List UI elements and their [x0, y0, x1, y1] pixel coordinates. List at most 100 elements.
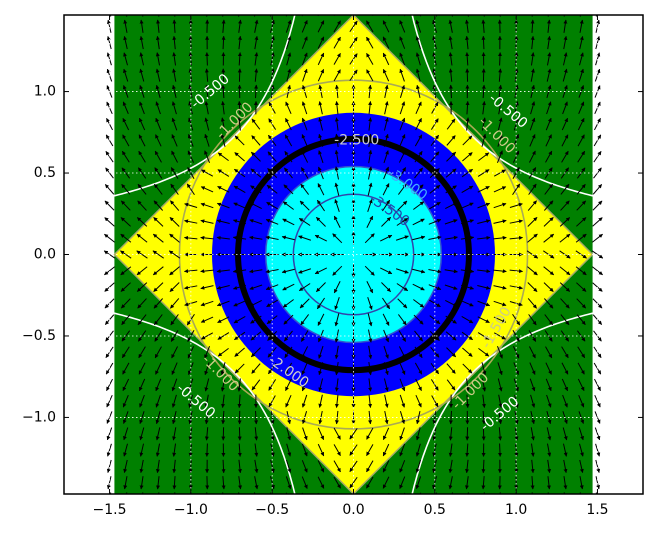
y-tick-label: −1.0 [22, 409, 56, 425]
quiver-arrow [530, 476, 535, 490]
y-tick-label: 0.0 [34, 247, 56, 263]
y-tick-label: 1.0 [34, 84, 56, 100]
quiver-arrow [155, 84, 161, 98]
quiver-arrow [318, 394, 323, 408]
quiver-arrow [481, 410, 486, 425]
x-tick-label: −1.5 [93, 502, 127, 518]
quiver-arrow [283, 314, 294, 325]
quiver-arrow [204, 410, 209, 425]
quiver-arrow [204, 427, 209, 441]
quiver-arrow [334, 199, 340, 212]
quiver-arrow [509, 202, 523, 208]
quiver-arrow [333, 15, 335, 16]
quiver-arrow [121, 167, 131, 179]
quiver-arrow [204, 378, 210, 392]
quiver-arrow [106, 459, 112, 473]
quiver-arrow [577, 346, 586, 359]
quiver-arrow [428, 235, 442, 240]
quiver-arrow [563, 19, 568, 33]
quiver-arrow [575, 233, 587, 243]
quiver-arrow [560, 314, 570, 326]
quiver-arrow [432, 459, 437, 474]
quiver-arrow [183, 269, 198, 274]
quiver-arrow [104, 184, 115, 195]
quiver-arrow [398, 150, 406, 163]
quiver-arrow [139, 85, 145, 98]
quiver-arrow [481, 35, 486, 50]
quiver-arrow [332, 233, 343, 244]
contour-line [109, 15, 296, 198]
quiver-arrow [559, 266, 571, 276]
quiver-arrow [171, 362, 178, 375]
quiver-arrow [249, 219, 263, 225]
quiver-arrow [155, 101, 161, 115]
quiver-arrow [106, 52, 112, 66]
quiver-arrow [562, 68, 568, 82]
quiver-arrow [334, 133, 339, 147]
quiver-arrow [432, 410, 437, 425]
quiver-arrow [595, 19, 601, 33]
quiver-arrow [136, 250, 148, 259]
quiver-arrow [399, 460, 406, 473]
quiver-arrow [368, 149, 373, 164]
quiver-arrow [138, 346, 146, 359]
quiver-arrow [233, 202, 246, 209]
quiver-arrow [465, 100, 470, 115]
quiver-arrow [399, 101, 406, 115]
quiver-arrow [398, 346, 406, 359]
quiver-arrow [254, 19, 259, 33]
quiver-arrow [221, 101, 226, 115]
quiver-arrow [201, 332, 214, 340]
quiver-arrow [170, 167, 179, 179]
quiver-arrow [233, 284, 247, 290]
quiver-arrow [251, 363, 261, 374]
quiver-arrow [561, 134, 569, 147]
quiver-arrow [578, 68, 584, 82]
quiver-arrow [171, 346, 178, 359]
quiver-arrow [529, 117, 536, 131]
quiver-arrow [105, 167, 114, 179]
quiver-arrow [282, 283, 295, 291]
quiver-arrow [270, 427, 275, 441]
quiver-arrow [316, 297, 325, 310]
quiver-arrow [301, 443, 308, 457]
quiver-arrow [281, 235, 295, 241]
quiver-arrow [286, 52, 292, 66]
quiver-arrow [448, 410, 453, 425]
x-tick-label: 1.5 [586, 502, 608, 518]
quiver-arrow [333, 460, 341, 473]
quiver-arrow [333, 427, 341, 440]
quiver-arrow [349, 53, 358, 65]
quiver-arrow [382, 313, 390, 326]
quiver-arrow [481, 84, 486, 99]
quiver-arrow [334, 378, 339, 392]
quiver-arrow [154, 314, 163, 326]
quiver-arrow [216, 285, 230, 290]
quiver-arrow [462, 363, 473, 374]
quiver-arrow [595, 443, 601, 457]
quiver-arrow [446, 363, 456, 374]
quiver-arrow [286, 459, 292, 473]
quiver-arrow [155, 362, 162, 375]
quiver-arrow [513, 362, 520, 376]
quiver-arrow [122, 117, 130, 131]
quiver-arrow [559, 282, 571, 292]
quiver-arrow [220, 133, 226, 147]
quiver-arrow [156, 19, 161, 33]
quiver-arrow [497, 362, 503, 376]
quiver-arrow [498, 394, 503, 408]
quiver-arrow [461, 316, 474, 324]
quiver-arrow [168, 250, 181, 259]
quiver-arrow [530, 19, 535, 33]
quiver-arrow [301, 134, 308, 147]
quiver-arrow [414, 330, 424, 342]
quiver-arrow [395, 235, 409, 241]
quiver-arrow [368, 410, 373, 425]
quiver-arrow [432, 19, 437, 33]
quiver-arrow [334, 394, 339, 408]
quiver-arrow [153, 200, 164, 211]
quiver-arrow [334, 362, 339, 376]
quiver-arrow [153, 298, 164, 309]
quiver-arrow [379, 267, 393, 275]
